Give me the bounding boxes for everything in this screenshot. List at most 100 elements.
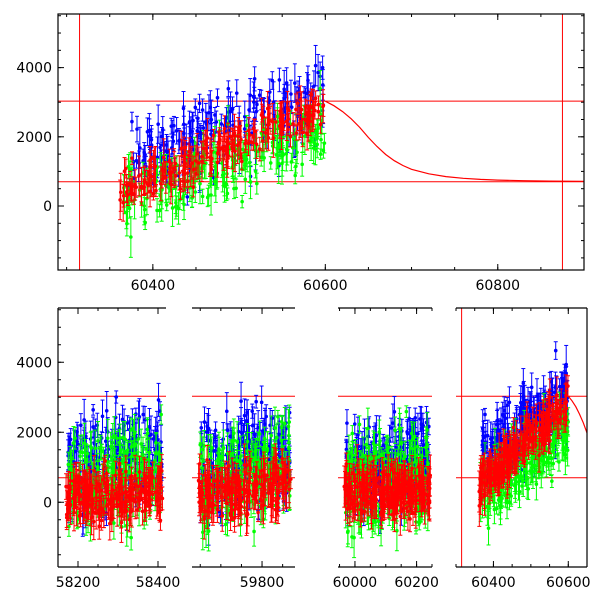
data-marker — [187, 150, 191, 154]
data-point — [174, 186, 178, 219]
data-marker — [300, 163, 304, 167]
data-marker — [193, 106, 197, 110]
data-marker — [255, 103, 259, 107]
data-marker — [158, 146, 162, 150]
data-marker — [129, 428, 133, 432]
data-marker — [319, 138, 323, 142]
data-marker — [274, 120, 278, 124]
data-marker — [119, 190, 123, 194]
data-marker — [114, 395, 118, 399]
data-marker — [125, 210, 129, 214]
data-marker — [104, 439, 108, 443]
data-marker — [314, 97, 318, 101]
data-marker — [258, 93, 262, 97]
data-point — [215, 89, 219, 106]
data-marker — [152, 157, 156, 161]
data-marker — [118, 441, 122, 445]
data-marker — [248, 161, 252, 165]
data-marker — [227, 87, 231, 91]
data-marker — [135, 127, 139, 131]
data-marker — [232, 187, 236, 191]
data-marker — [280, 162, 284, 166]
data-marker — [146, 130, 150, 134]
data-marker — [174, 201, 178, 205]
data-marker — [112, 521, 116, 525]
data-marker — [182, 203, 186, 207]
data-marker — [143, 208, 147, 212]
data-marker — [186, 171, 190, 175]
data-marker — [267, 136, 271, 140]
data-marker — [274, 153, 278, 157]
data-marker — [282, 87, 286, 91]
data-marker — [146, 184, 150, 188]
data-marker — [225, 155, 229, 159]
data-point — [119, 173, 123, 211]
data-point — [129, 217, 133, 258]
data-marker — [125, 451, 129, 455]
data-marker — [209, 193, 213, 197]
data-marker — [296, 101, 300, 105]
data-point — [201, 99, 205, 121]
data-marker — [281, 114, 285, 118]
data-marker — [312, 113, 316, 117]
data-marker — [159, 440, 163, 444]
data-point — [134, 153, 138, 168]
data-marker — [169, 182, 173, 186]
data-point — [269, 157, 273, 169]
data-marker — [129, 445, 133, 449]
data-point — [277, 68, 281, 92]
data-marker — [156, 122, 160, 126]
data-marker — [215, 120, 219, 124]
data-marker — [247, 108, 251, 112]
x-tick-label: 60600 — [303, 278, 348, 294]
data-marker — [243, 178, 247, 182]
data-marker — [152, 175, 156, 179]
data-point — [193, 182, 197, 203]
data-marker — [289, 92, 293, 96]
data-marker — [244, 139, 248, 143]
data-point — [145, 118, 149, 146]
data-marker — [164, 176, 168, 180]
data-marker — [79, 423, 83, 427]
data-point — [125, 211, 129, 236]
data-marker — [322, 149, 326, 153]
data-marker — [111, 435, 115, 439]
data-marker — [312, 84, 316, 88]
data-marker — [91, 408, 95, 412]
data-marker — [261, 139, 265, 143]
data-marker — [223, 127, 227, 131]
data-marker — [141, 413, 145, 417]
data-point — [243, 101, 247, 132]
data-marker — [129, 536, 133, 540]
data-marker — [137, 174, 141, 178]
data-marker — [295, 131, 299, 135]
data-marker — [321, 66, 325, 70]
data-marker — [238, 141, 242, 145]
data-marker — [201, 108, 205, 112]
data-marker — [220, 146, 224, 150]
data-marker — [128, 181, 132, 185]
data-marker — [193, 190, 197, 194]
data-marker — [319, 152, 323, 156]
model-curve — [325, 101, 584, 181]
data-marker — [201, 195, 205, 199]
data-point — [118, 180, 122, 220]
data-marker — [238, 129, 242, 133]
data-point — [130, 112, 134, 131]
data-point — [235, 80, 239, 107]
data-marker — [285, 81, 289, 85]
data-marker — [290, 160, 294, 164]
data-marker — [162, 156, 166, 160]
data-marker — [143, 179, 147, 183]
data-marker — [171, 206, 175, 210]
data-marker — [220, 122, 224, 126]
data-marker — [159, 182, 163, 186]
data-marker — [315, 137, 319, 141]
data-marker — [105, 409, 109, 413]
data-marker — [240, 160, 244, 164]
data-marker — [293, 81, 297, 85]
data-marker — [154, 189, 158, 193]
data-marker — [302, 90, 306, 94]
data-marker — [254, 110, 258, 114]
